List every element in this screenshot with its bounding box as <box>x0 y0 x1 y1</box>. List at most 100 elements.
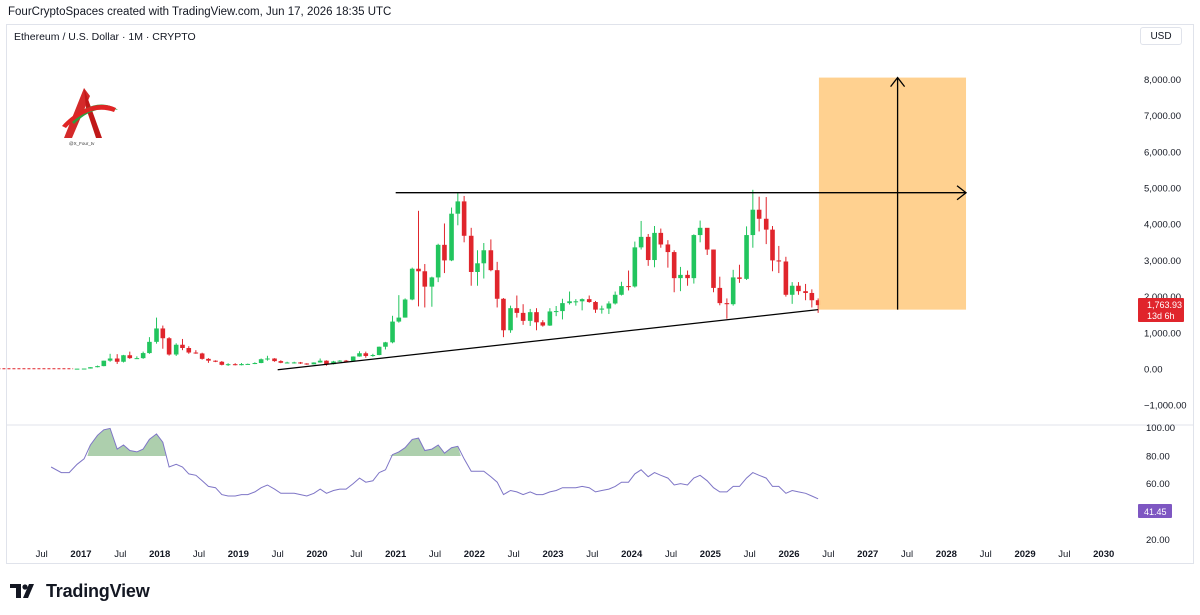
price-tick-label: 6,000.00 <box>1144 147 1181 158</box>
candle <box>678 266 683 292</box>
drawings-layer <box>277 76 968 371</box>
candle-body <box>114 358 120 362</box>
candle-body <box>685 274 690 279</box>
support-trendline <box>277 308 819 371</box>
candle <box>213 360 218 363</box>
candle-body <box>331 361 336 365</box>
price-tick-label: 5,000.00 <box>1144 184 1181 195</box>
candle-body <box>429 277 435 287</box>
candle-body <box>199 353 205 359</box>
price-axis: 8,000.00 7,000.00 6,000.00 5,000.00 4,000.00… <box>7 75 1193 426</box>
candle <box>101 360 107 367</box>
candle-body <box>776 260 782 262</box>
time-tick-label: Jul <box>272 549 284 560</box>
candle-body <box>763 218 769 230</box>
candle <box>776 245 782 274</box>
candle-body <box>671 252 677 279</box>
candle-body <box>107 358 113 361</box>
candle-body <box>560 303 565 312</box>
candle <box>481 243 487 279</box>
time-tick-label: Jul <box>508 549 520 560</box>
logo-a-right-stroke <box>84 88 102 138</box>
candle-body <box>652 232 657 261</box>
candle <box>140 351 146 359</box>
currency-selector[interactable]: USD <box>1140 27 1182 45</box>
candle-body <box>796 285 801 292</box>
candle <box>763 197 769 245</box>
candle-body <box>239 364 244 366</box>
target-arrowhead <box>890 76 906 87</box>
candle-body <box>390 321 395 343</box>
candle <box>422 264 428 308</box>
candle <box>514 295 520 318</box>
candle-body <box>475 263 480 272</box>
chart-frame[interactable] <box>6 24 1194 564</box>
candle <box>252 362 258 365</box>
time-tick-label: 2027 <box>857 549 878 560</box>
candle-body <box>645 236 651 261</box>
candle-body <box>691 235 697 279</box>
candle <box>442 223 447 274</box>
rsi-value-label: 41.45 <box>1144 507 1167 517</box>
price-tick-label: 1,000.00 <box>1144 328 1181 339</box>
symbol-title[interactable]: Ethereum / U.S. Dollar · 1M · CRYPTO <box>14 31 196 43</box>
candle-body <box>586 299 592 303</box>
candle-body <box>815 300 821 306</box>
candle <box>599 305 605 314</box>
candle-body <box>265 358 270 360</box>
candle <box>114 354 120 364</box>
candle <box>638 220 644 250</box>
candle-body <box>704 227 710 250</box>
candle-body <box>724 303 730 305</box>
candle <box>232 363 238 366</box>
time-tick-label: 2019 <box>228 549 249 560</box>
candle-body <box>606 303 612 309</box>
candle-body <box>665 244 671 253</box>
price-tick-label: 7,000.00 <box>1144 111 1181 122</box>
candle-body <box>455 201 461 214</box>
candle-body <box>501 298 506 331</box>
candle <box>298 361 303 364</box>
candle <box>409 267 415 301</box>
candle <box>704 227 710 255</box>
candle <box>193 350 199 354</box>
candle-body <box>88 367 93 369</box>
rsi-axis: 100.00 80.00 60.00 20.00 <box>1146 423 1175 546</box>
candle-body <box>553 311 559 313</box>
candle-body <box>711 249 716 288</box>
rsi-line <box>50 427 819 500</box>
candle <box>665 240 671 268</box>
candle <box>390 315 395 344</box>
tradingview-logo-icon <box>10 584 34 598</box>
price-tick-label: 4,000.00 <box>1144 220 1181 231</box>
time-tick-label: 2024 <box>621 549 643 560</box>
candle-body <box>481 250 487 264</box>
candle-body <box>573 301 579 303</box>
candle-body <box>803 291 808 293</box>
candle <box>658 228 664 248</box>
candle <box>186 346 192 354</box>
publisher-credit: FourCryptoSpaces created with TradingVie… <box>8 6 392 18</box>
candle-body <box>337 360 343 362</box>
candle <box>435 243 441 283</box>
candle <box>789 282 795 304</box>
candle-body <box>311 362 317 365</box>
candle <box>284 361 290 364</box>
candle <box>199 352 205 360</box>
candle <box>239 363 244 366</box>
candle <box>815 298 821 313</box>
candle-body <box>619 286 624 295</box>
candle-body <box>612 294 618 304</box>
candle <box>468 227 474 286</box>
candle <box>632 241 638 288</box>
candle <box>88 367 93 369</box>
candle <box>107 353 113 362</box>
tradingview-brand[interactable]: TradingView <box>46 580 150 601</box>
candle-body <box>383 342 388 347</box>
candle <box>127 351 133 359</box>
candle-body <box>579 299 585 302</box>
candle <box>258 358 264 364</box>
candle-body <box>186 348 192 353</box>
candle <box>750 189 756 248</box>
